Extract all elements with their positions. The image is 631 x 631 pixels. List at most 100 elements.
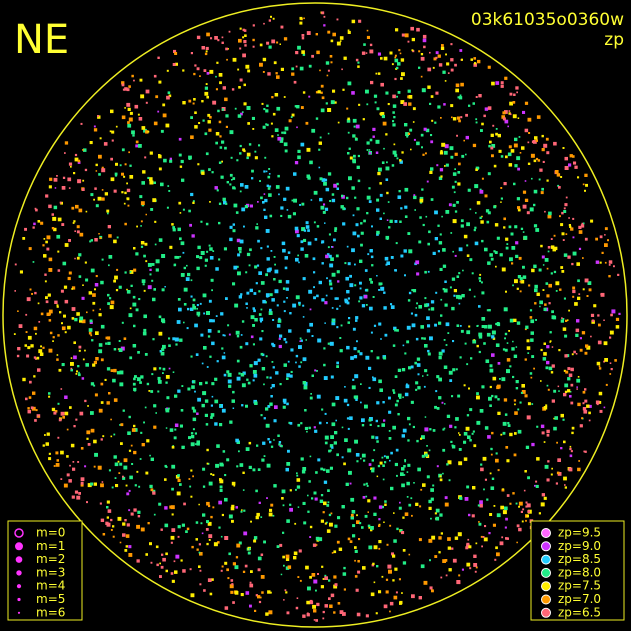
star: [364, 514, 368, 518]
star: [346, 345, 350, 350]
star: [396, 157, 399, 160]
star: [279, 543, 283, 547]
star: [354, 395, 359, 400]
star: [101, 481, 104, 483]
star: [320, 519, 324, 523]
star: [591, 319, 595, 322]
star: [328, 449, 331, 453]
star: [247, 381, 251, 385]
star: [555, 482, 558, 485]
star: [100, 382, 104, 386]
star: [441, 401, 444, 404]
star: [51, 213, 54, 216]
star: [513, 93, 516, 96]
star: [355, 319, 358, 322]
star: [82, 179, 85, 182]
star: [478, 522, 482, 526]
star: [25, 331, 28, 333]
star: [379, 388, 383, 392]
star: [563, 476, 567, 481]
star: [350, 516, 354, 520]
star: [121, 191, 124, 194]
star: [395, 591, 398, 594]
star: [385, 166, 390, 171]
star: [251, 116, 255, 120]
star: [333, 441, 337, 445]
star: [429, 428, 432, 431]
star: [284, 149, 288, 153]
star: [335, 254, 339, 258]
star: [190, 442, 195, 447]
star: [507, 422, 510, 425]
star: [88, 328, 93, 332]
star: [615, 325, 620, 329]
star: [269, 402, 273, 406]
star: [71, 307, 76, 311]
star: [521, 146, 525, 150]
star: [301, 227, 306, 232]
star: [491, 477, 495, 480]
star: [575, 328, 580, 333]
star: [381, 505, 384, 509]
star: [439, 478, 443, 482]
star: [495, 128, 498, 130]
star: [352, 327, 356, 331]
star: [347, 29, 350, 32]
star: [206, 311, 210, 315]
star: [522, 231, 525, 233]
star: [516, 91, 518, 94]
star: [131, 130, 135, 135]
star: [454, 536, 459, 540]
star: [312, 604, 316, 609]
star: [563, 210, 567, 213]
star: [388, 437, 392, 440]
star: [291, 67, 295, 71]
star: [367, 511, 369, 513]
star: [192, 303, 195, 307]
star: [245, 447, 250, 451]
star: [223, 247, 227, 251]
star: [266, 376, 269, 379]
star: [55, 463, 60, 467]
star: [78, 492, 81, 495]
star: [578, 230, 583, 234]
magnitude-legend: m=0m=1m=2m=3m=4m=5m=6: [14, 526, 65, 619]
star: [407, 89, 411, 93]
star: [269, 308, 272, 312]
star: [336, 41, 341, 46]
star: [351, 19, 356, 24]
star: [491, 335, 495, 339]
star: [53, 205, 58, 210]
star: [401, 434, 405, 438]
star: [476, 395, 480, 400]
star: [152, 338, 155, 341]
star: [320, 108, 325, 113]
zp-swatch: [541, 528, 551, 538]
star: [372, 377, 377, 382]
star: [341, 456, 344, 459]
star: [397, 62, 401, 66]
star: [451, 277, 456, 281]
star: [410, 400, 414, 404]
star: [253, 536, 258, 540]
star: [441, 349, 445, 353]
star: [590, 219, 594, 223]
star: [210, 404, 213, 407]
star: [493, 505, 496, 507]
star: [469, 208, 472, 211]
star: [306, 31, 311, 35]
star: [419, 198, 424, 203]
star: [172, 226, 175, 229]
star: [58, 418, 62, 422]
star: [242, 148, 245, 152]
star: [218, 500, 222, 505]
star: [237, 114, 242, 118]
star: [270, 503, 274, 507]
star: [99, 502, 102, 505]
star: [357, 350, 360, 353]
star: [402, 549, 406, 552]
star: [458, 302, 461, 305]
star: [519, 277, 523, 281]
star: [420, 56, 425, 61]
star: [285, 341, 288, 344]
